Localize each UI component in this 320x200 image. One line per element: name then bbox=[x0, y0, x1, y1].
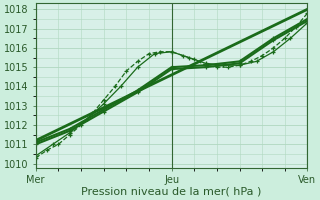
X-axis label: Pression niveau de la mer( hPa ): Pression niveau de la mer( hPa ) bbox=[81, 187, 262, 197]
